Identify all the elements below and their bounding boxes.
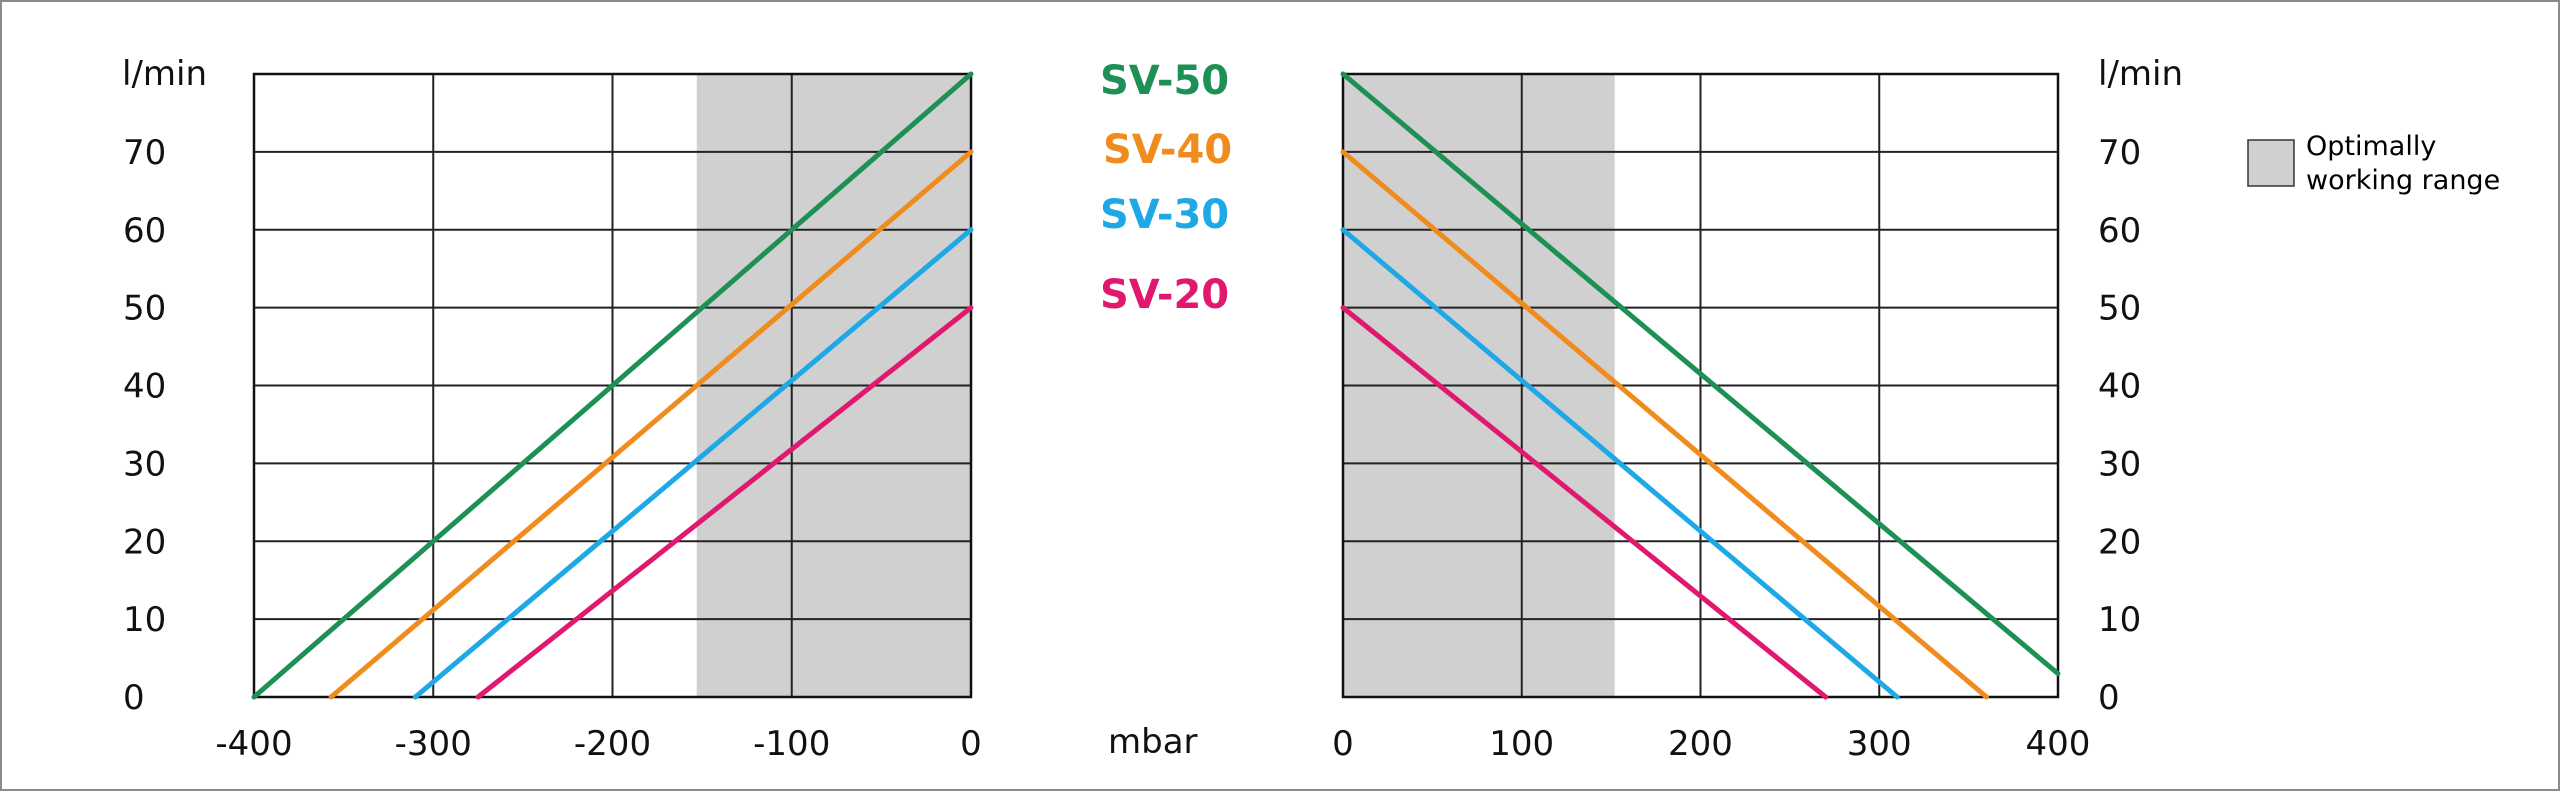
- y-tick-label-left: 30: [123, 444, 166, 484]
- series-label-sv-30: SV-30: [1100, 192, 1229, 238]
- left-panel: 0 10 20 30 40 50 60 70 -400 -300 -200 -100 0: [123, 71, 982, 764]
- y-tick-label-right: 60: [2098, 211, 2141, 251]
- x-tick-label-left: -400: [215, 724, 292, 764]
- x-tick-label-right: 0: [1332, 724, 1354, 764]
- legend-text-line1: Optimally: [2306, 131, 2436, 162]
- series-label-sv-40: SV-40: [1103, 127, 1232, 173]
- series-label-sv-50: SV-50: [1100, 58, 1229, 104]
- series-label-sv-20: SV-20: [1100, 272, 1229, 318]
- y-tick-label-left: 10: [123, 600, 166, 640]
- x-tick-label-right: 300: [1847, 724, 1912, 764]
- y-tick-label-right: 30: [2098, 444, 2141, 484]
- series-line-sv-30-right: [1340, 227, 1900, 700]
- x-tick-label-left: 0: [960, 724, 982, 764]
- x-tick-label-right: 100: [1489, 724, 1554, 764]
- series-line-sv-40-right: [1340, 149, 1989, 700]
- y-tick-label-right: 40: [2098, 367, 2141, 407]
- series-line-sv-30-left: [412, 227, 974, 700]
- legend-swatch: [2247, 139, 2295, 187]
- legend-text-line2: working range: [2306, 165, 2500, 196]
- series-line-sv-20-left: [475, 305, 974, 700]
- series-line-sv-40-left: [328, 149, 974, 700]
- plot-frame-left: [252, 72, 973, 699]
- y-tick-label-right: 10: [2098, 600, 2141, 640]
- x-tick-label-left: -200: [574, 724, 651, 764]
- right-panel: 0 10 20 30 40 50 60 70 0 100 200 300 400: [1332, 71, 2141, 764]
- x-tick-label-right: 200: [1668, 724, 1733, 764]
- y-tick-label-left: 50: [123, 289, 166, 329]
- y-tick-label-right: 20: [2098, 522, 2141, 562]
- y-axis-label-right: l/min: [2098, 54, 2183, 94]
- y-tick-label-right: 70: [2098, 133, 2141, 173]
- y-tick-label-left: 70: [123, 133, 166, 173]
- y-tick-label-left: 60: [123, 211, 166, 251]
- x-tick-label-left: -100: [753, 724, 830, 764]
- y-tick-label-left: 0: [123, 678, 145, 718]
- y-tick-label-right: 0: [2098, 678, 2120, 718]
- y-axis-label-left: l/min: [122, 54, 207, 94]
- series-line-sv-50-left: [251, 71, 974, 700]
- series-line-sv-50-right: [1340, 71, 2061, 677]
- x-axis-label: mbar: [1108, 722, 1198, 762]
- x-tick-label-left: -300: [395, 724, 472, 764]
- x-tick-label-right: 400: [2026, 724, 2091, 764]
- y-tick-label-left: 20: [123, 522, 166, 562]
- plot-frame-right: [1341, 72, 2060, 699]
- y-tick-label-left: 40: [123, 367, 166, 407]
- y-tick-label-right: 50: [2098, 289, 2141, 329]
- series-line-sv-20-right: [1340, 305, 1829, 700]
